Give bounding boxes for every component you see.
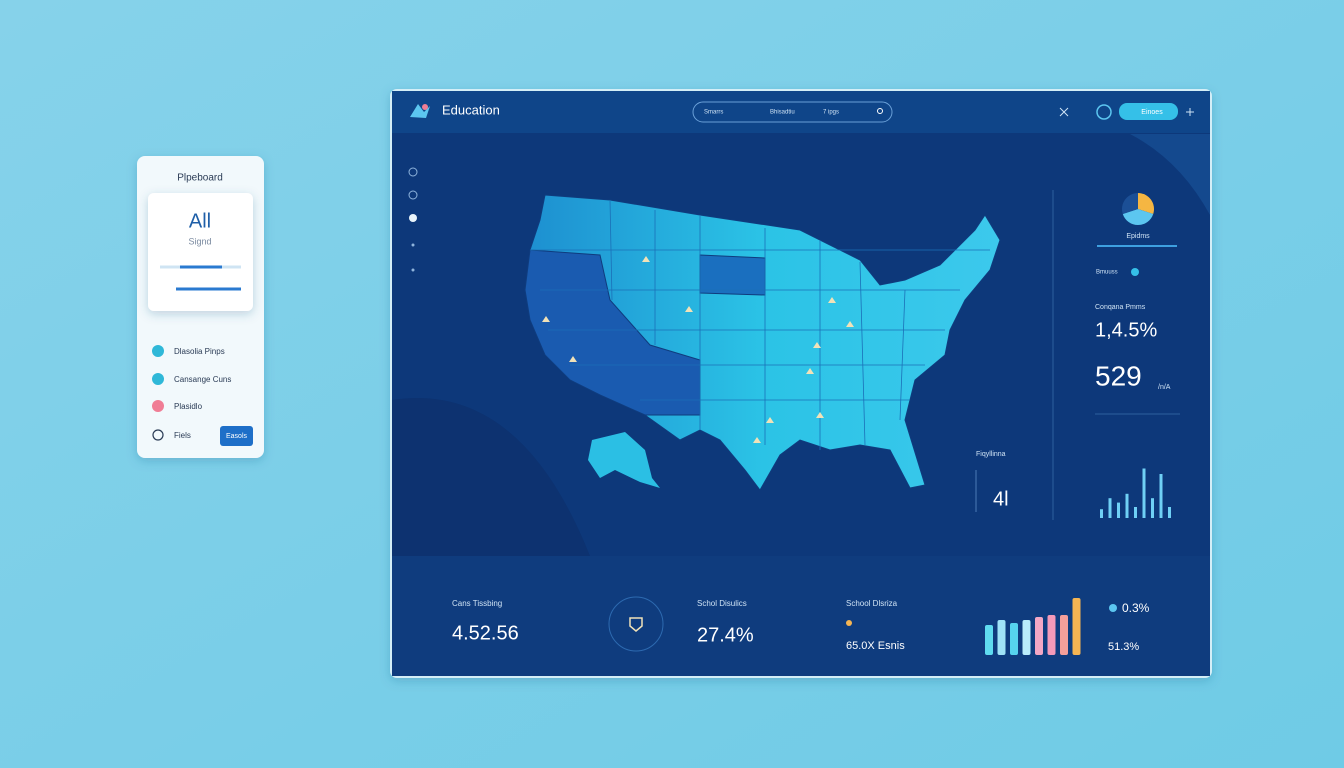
- footer-value: 27.4%: [697, 624, 754, 646]
- footer-dot: [846, 620, 852, 626]
- stat-value: 1,4.5%: [1095, 319, 1157, 341]
- header-bar: [392, 91, 1210, 133]
- mini-bar-chart: [1100, 468, 1171, 518]
- add-icon[interactable]: [1186, 108, 1194, 116]
- stat-unit: /n/A: [1158, 384, 1171, 391]
- stat-value: 529: [1095, 360, 1142, 391]
- map-pins: [542, 256, 854, 443]
- rail-icon[interactable]: [411, 243, 415, 247]
- main-panel: Education Smarrs Bhisadtiu 7 ipgs Einoes: [390, 89, 1212, 678]
- menu-item[interactable]: Dlasolia Pinps: [174, 347, 225, 356]
- menu-icon: [152, 345, 164, 357]
- mini-bar: [1100, 509, 1103, 518]
- mini-bar: [1159, 474, 1163, 518]
- map-alaska: [588, 432, 660, 488]
- search-box[interactable]: [692, 101, 893, 123]
- rail-icon[interactable]: [408, 167, 418, 177]
- footer-value: 4.52.56: [452, 622, 519, 644]
- stat-label: Conqana Pmms: [1095, 304, 1146, 311]
- icon[interactable]: [1059, 107, 1069, 117]
- legend-label: Bmuuss: [1096, 270, 1118, 276]
- pie-label: Epidms: [1126, 233, 1150, 240]
- map: [524, 194, 1001, 491]
- footer-bar: [392, 556, 1210, 676]
- logo: [422, 104, 428, 110]
- state-borders: [530, 199, 990, 450]
- header-button[interactable]: [1119, 103, 1178, 120]
- footer-bar: [1072, 598, 1081, 655]
- avatar[interactable]: [1096, 104, 1112, 120]
- footer-side-value: 51.3%: [1108, 641, 1139, 653]
- footer-bar: [1035, 617, 1043, 655]
- rail-icon[interactable]: [409, 214, 417, 222]
- pie-slice: [1122, 193, 1138, 214]
- legend-dot: [1131, 268, 1139, 276]
- pie-chart: [1122, 193, 1154, 226]
- footer-label: Schol Disulics: [697, 599, 747, 608]
- map-region: [699, 254, 766, 296]
- menu-item[interactable]: Cansange Cuns: [174, 375, 231, 384]
- decor-shape: [1130, 134, 1210, 215]
- bars-label: Fiqyllinna: [976, 451, 1006, 458]
- menu-icon: [152, 400, 164, 412]
- menu-icon: [152, 429, 164, 441]
- search-text: Bhisadtiu: [770, 110, 795, 116]
- menu-icon: [152, 373, 164, 385]
- button-label[interactable]: Easols: [226, 433, 248, 440]
- mini-bar: [1125, 493, 1129, 518]
- big-label: All: [189, 210, 211, 232]
- mini-bar: [1142, 468, 1146, 518]
- mini-bar: [1134, 507, 1137, 518]
- footer-bar: [1060, 615, 1068, 655]
- rail-icon[interactable]: [408, 190, 418, 200]
- bars-value: 4l: [993, 488, 1009, 510]
- footer-bar: [1010, 623, 1018, 655]
- footer-label: Cans Tissbing: [452, 599, 502, 608]
- footer-ring: [608, 596, 664, 652]
- footer-dot: [1109, 604, 1117, 612]
- footer-label: School Dlsriza: [846, 599, 898, 608]
- search-text: Smarrs: [704, 110, 723, 116]
- mini-bar: [1117, 502, 1120, 518]
- map-region: [524, 249, 701, 416]
- footer-bar: [985, 625, 993, 655]
- menu-item[interactable]: Plasidlo: [174, 402, 203, 411]
- inner-card: [148, 193, 253, 311]
- menu-item[interactable]: Fiels: [174, 431, 191, 440]
- mini-bar: [1108, 498, 1112, 518]
- footer-bar: [997, 620, 1006, 655]
- rail-icon[interactable]: [411, 268, 415, 272]
- button[interactable]: [220, 426, 253, 446]
- pie-slice: [1122, 209, 1154, 226]
- footer-bar: [1022, 620, 1031, 655]
- search-icon[interactable]: [877, 108, 883, 114]
- pie-slice: [1138, 193, 1154, 214]
- footer-side-value: 0.3%: [1122, 601, 1150, 615]
- footer-value: 65.0X Esnis: [846, 640, 905, 652]
- brand: Education: [442, 102, 500, 117]
- sidebar-card: Plpeboard All Signd Dlasolia Pinps Cansa…: [137, 156, 264, 458]
- decor-shape: [392, 397, 590, 556]
- logo: [410, 104, 430, 118]
- footer-bar: [1047, 615, 1056, 655]
- mini-bar: [1168, 507, 1171, 518]
- search-text: 7 ipgs: [823, 110, 839, 116]
- mini-bar: [1151, 498, 1154, 518]
- sub-label: Signd: [188, 236, 211, 246]
- footer-bar-chart: [985, 598, 1081, 655]
- header-button-label[interactable]: Einoes: [1141, 109, 1163, 116]
- card-title: Plpeboard: [177, 173, 223, 184]
- footer-icon: [629, 617, 643, 632]
